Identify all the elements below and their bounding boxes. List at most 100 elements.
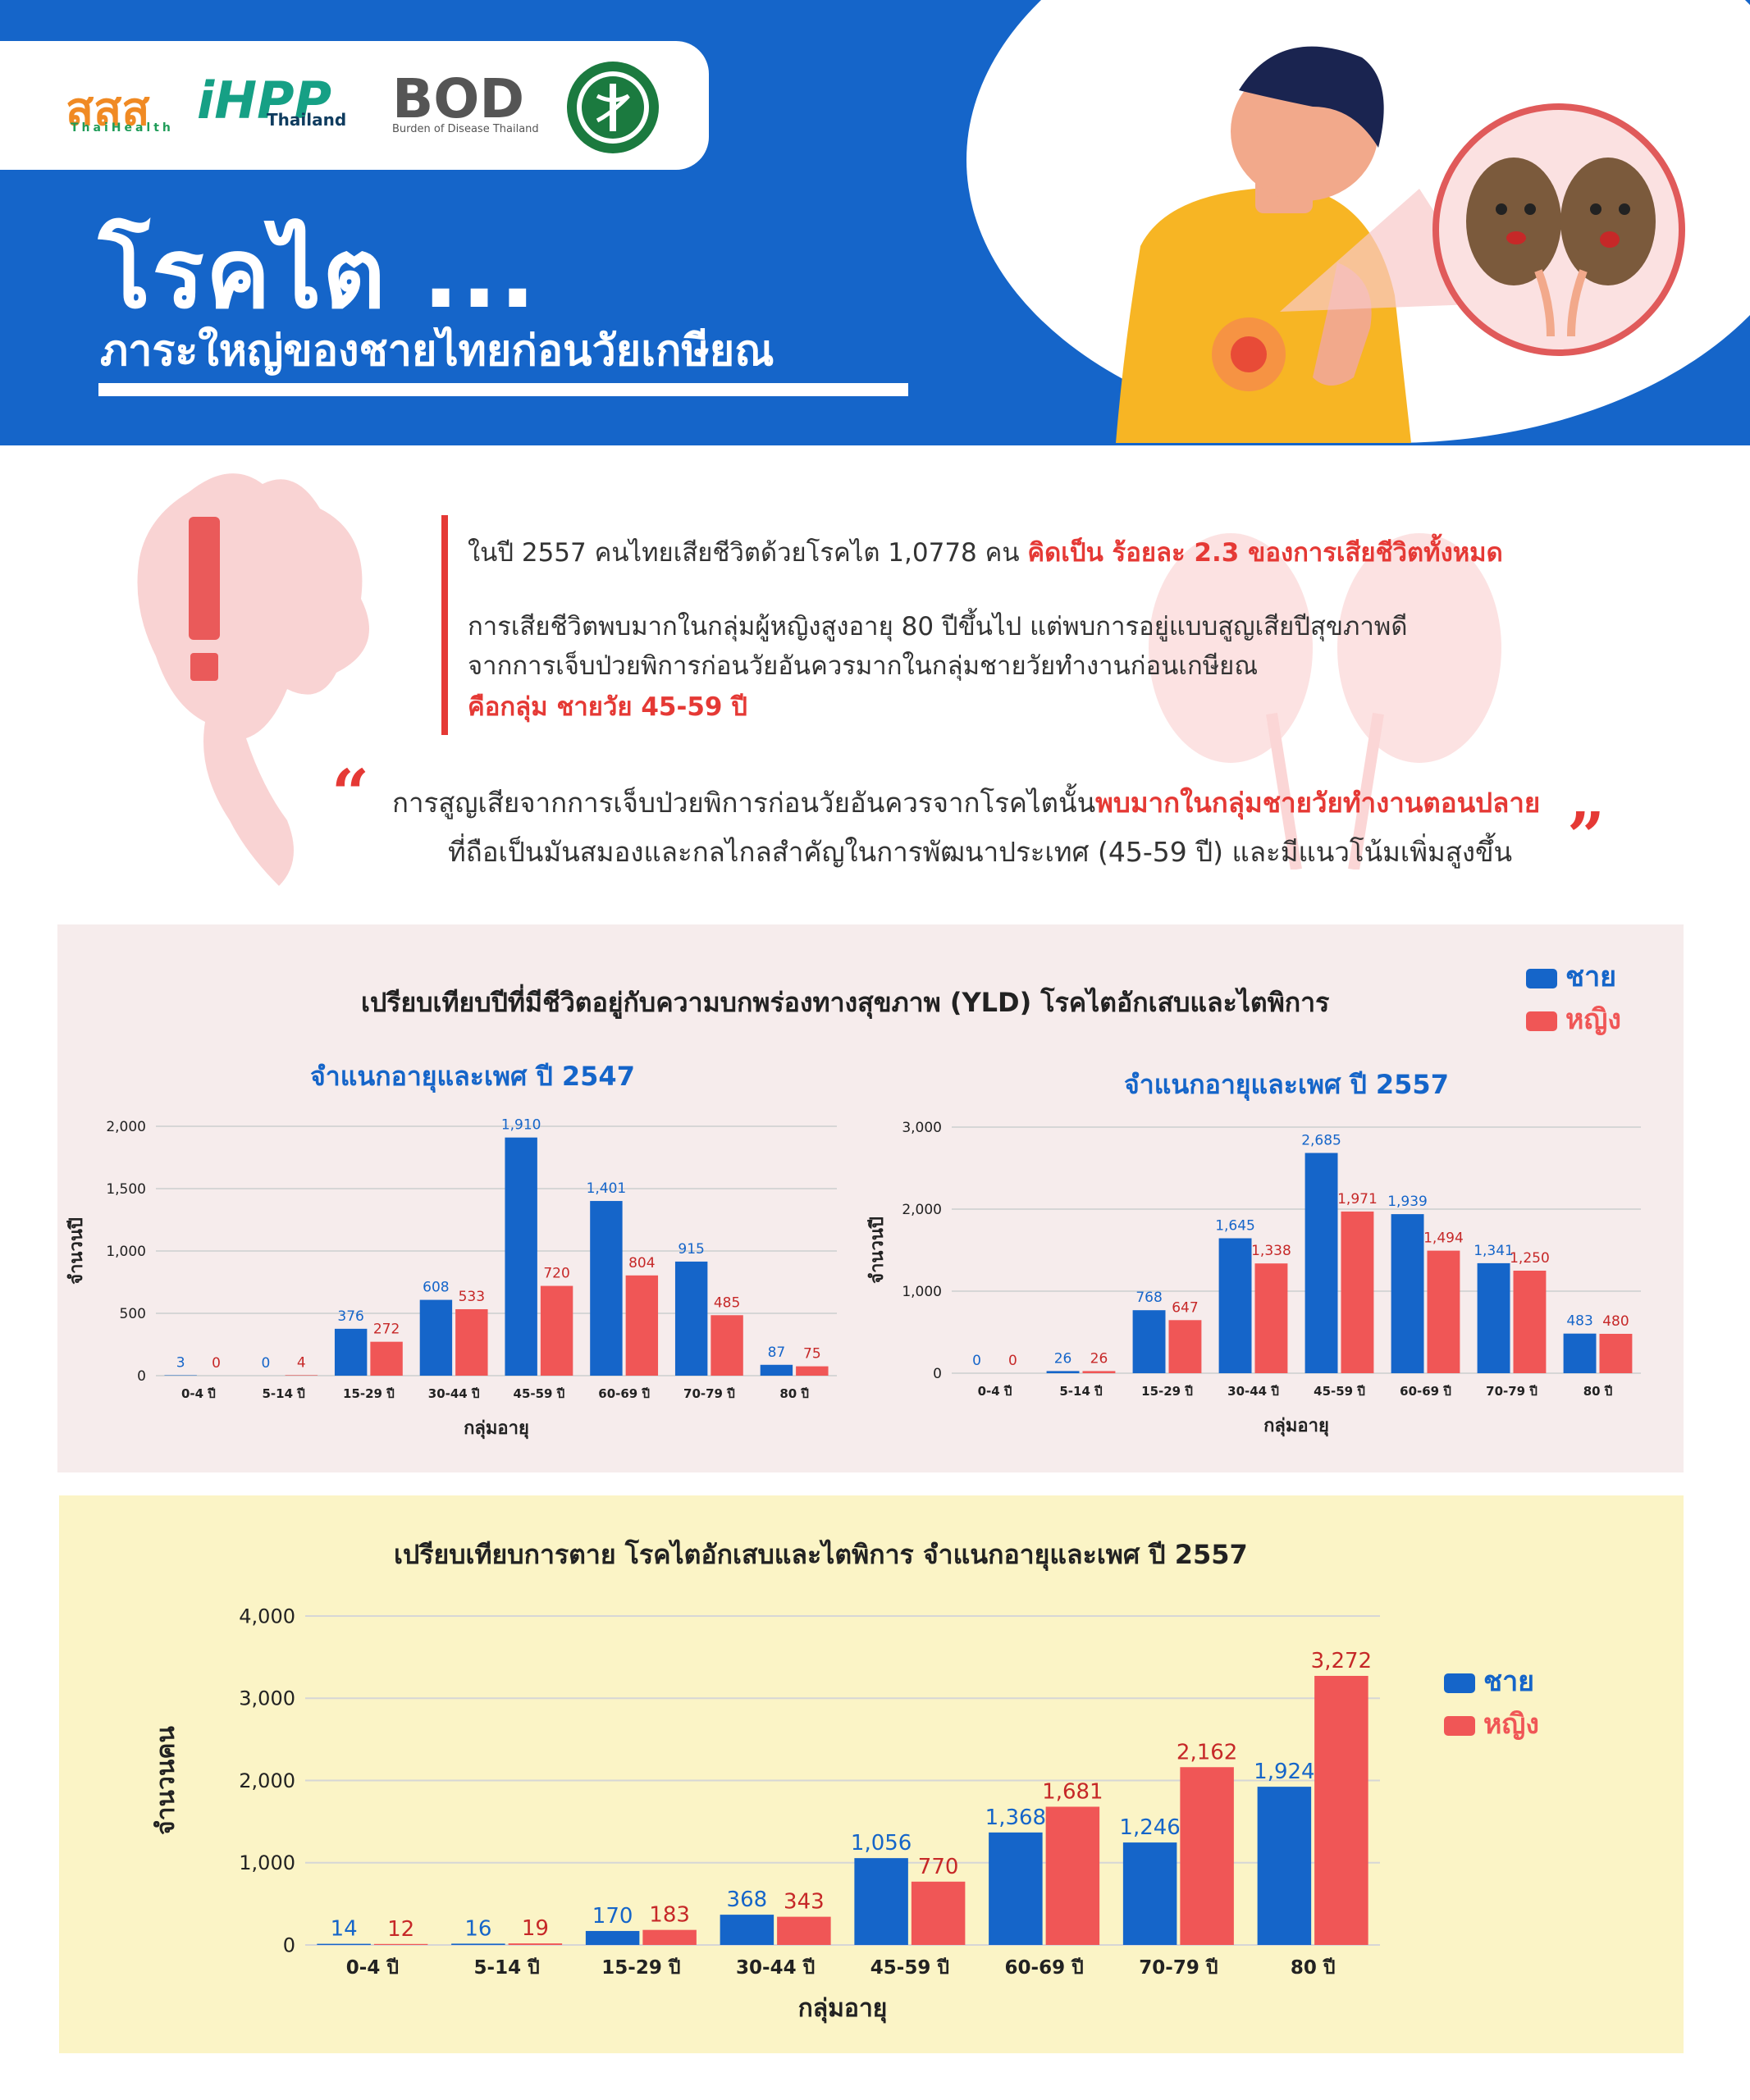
bar-data-label: 1,338 xyxy=(1251,1243,1291,1259)
bar-data-label: 2,162 xyxy=(1177,1740,1237,1764)
x-tick-label: 15-29 ปี xyxy=(601,1957,680,1979)
bar-female xyxy=(455,1308,488,1376)
bar-female xyxy=(1168,1320,1202,1373)
thailand-map-warning-icon xyxy=(137,473,369,886)
bar-male xyxy=(1563,1333,1597,1373)
bar-data-label: 1,645 xyxy=(1215,1218,1255,1235)
y-tick-label: 1,500 xyxy=(106,1181,146,1198)
legend-female-swatch xyxy=(1526,1011,1557,1031)
bar-male xyxy=(590,1201,623,1376)
y-axis-label: จำนวนปี xyxy=(66,1217,87,1285)
x-tick-label: 5-14 ปี xyxy=(262,1386,304,1401)
x-axis-label: กลุ่มอายุ xyxy=(1263,1416,1329,1437)
deaths-chart-panel xyxy=(59,1495,1684,2053)
deaths-chart: 0 1,000 2,000 3,000 4,000 14 12 0-4 ปี 16 19 5-14 … xyxy=(152,1605,1380,2024)
bar-data-label: 87 xyxy=(768,1344,786,1361)
x-tick-label: 15-29 ปี xyxy=(1141,1384,1193,1399)
x-tick-label: 45-59 ปี xyxy=(1314,1384,1365,1399)
bar-data-label: 183 xyxy=(649,1903,690,1928)
bar-data-label: 770 xyxy=(918,1855,959,1879)
bar-female xyxy=(625,1275,659,1376)
bar-female xyxy=(642,1929,697,1945)
x-tick-label: 30-44 ปี xyxy=(1227,1384,1279,1399)
x-tick-label: 15-29 ปี xyxy=(343,1386,395,1401)
bar-data-label: 1,246 xyxy=(1119,1815,1180,1840)
bar-female xyxy=(1082,1371,1116,1373)
title-underline xyxy=(98,383,908,396)
deaths-legend-male: ชาย xyxy=(1444,1659,1534,1703)
yld-2547-subtitle: จำแนกอายุและเพศ ปี 2547 xyxy=(310,1061,635,1092)
y-axis-label: จำนวนคน xyxy=(152,1726,180,1835)
x-tick-label: 0-4 ปี xyxy=(978,1384,1012,1399)
bar-data-label: 1,494 xyxy=(1423,1230,1464,1247)
bar-data-label: 3 xyxy=(176,1355,185,1372)
bar-male xyxy=(505,1137,537,1376)
bar-male xyxy=(334,1328,368,1376)
legend-male: ชาย xyxy=(1526,954,1616,998)
ministry-seal-logo xyxy=(567,62,659,153)
y-tick-label: 0 xyxy=(137,1368,146,1385)
bar-female xyxy=(285,1375,318,1376)
bar-male xyxy=(419,1299,453,1376)
bar-data-label: 1,250 xyxy=(1510,1250,1550,1267)
bar-data-label: 0 xyxy=(261,1355,270,1372)
bod-logo-caption: Burden of Disease Thailand xyxy=(392,123,539,135)
bar-male xyxy=(1218,1238,1252,1373)
y-tick-label: 2,000 xyxy=(106,1119,146,1135)
yld-chart-panel xyxy=(57,924,1684,1472)
bar-male xyxy=(1132,1310,1166,1373)
bar-data-label: 272 xyxy=(373,1322,400,1338)
bar-data-label: 1,924 xyxy=(1254,1760,1314,1784)
x-tick-label: 70-79 ปี xyxy=(1486,1384,1538,1399)
bar-male xyxy=(451,1943,505,1945)
yld-2547-chart: 0 500 1,000 1,500 2,000 3 0 0-4 ปี 0 4 5-14 ปี 376 2… xyxy=(66,1117,837,1440)
bar-male xyxy=(720,1915,774,1945)
x-tick-label: 5-14 ปี xyxy=(474,1957,540,1979)
bar-female xyxy=(777,1916,831,1945)
bar-male xyxy=(1046,1371,1080,1373)
y-tick-label: 4,000 xyxy=(239,1605,295,1628)
bar-female xyxy=(1254,1263,1288,1373)
bar-data-label: 12 xyxy=(387,1917,414,1942)
y-tick-label: 2,000 xyxy=(902,1202,942,1218)
bar-male xyxy=(854,1858,908,1945)
bar-male xyxy=(989,1832,1043,1945)
x-tick-label: 0-4 ปี xyxy=(346,1957,399,1979)
bar-female xyxy=(1513,1271,1547,1373)
x-tick-label: 45-59 ปี xyxy=(870,1957,949,1979)
y-tick-label: 0 xyxy=(283,1933,295,1956)
bar-data-label: 170 xyxy=(592,1904,633,1929)
bod-logo: BOD xyxy=(392,67,525,130)
deaths-legend-female-swatch xyxy=(1444,1715,1475,1736)
close-quote-icon: ” xyxy=(1567,797,1606,874)
yld-2557-subtitle: จำแนกอายุและเพศ ปี 2557 xyxy=(1124,1069,1449,1100)
x-axis-label: กลุ่มอายุ xyxy=(798,1994,888,2024)
bar-data-label: 343 xyxy=(784,1890,825,1915)
bar-data-label: 376 xyxy=(337,1308,363,1325)
y-tick-label: 3,000 xyxy=(902,1120,942,1136)
x-tick-label: 45-59 ปี xyxy=(514,1386,565,1401)
bar-male xyxy=(1391,1214,1424,1373)
bar-female xyxy=(1180,1767,1234,1945)
bar-female xyxy=(711,1315,743,1376)
bar-male xyxy=(674,1261,708,1376)
bar-data-label: 1,910 xyxy=(501,1117,541,1134)
bar-data-label: 2,685 xyxy=(1301,1133,1341,1149)
x-tick-label: 80 ปี xyxy=(779,1386,809,1401)
bar-male xyxy=(585,1930,640,1945)
deaths-legend-male-swatch xyxy=(1444,1673,1475,1693)
bar-female xyxy=(370,1341,403,1376)
y-tick-label: 0 xyxy=(933,1366,942,1382)
bar-data-label: 915 xyxy=(678,1241,704,1258)
bar-female xyxy=(911,1881,966,1945)
intro-line-4-highlight: คือกลุ่ม ชายวัย 45-59 ปี xyxy=(468,692,747,722)
x-tick-label: 80 ปี xyxy=(1291,1957,1336,1979)
bar-data-label: 4 xyxy=(297,1354,306,1371)
yld-2557-chart: 0 1,000 2,000 3,000 0 0 0-4 ปี 26 26 5-14 ปี 768 64… xyxy=(867,1120,1641,1437)
y-tick-label: 1,000 xyxy=(106,1244,146,1260)
x-tick-label: 5-14 ปี xyxy=(1059,1384,1102,1399)
bar-male xyxy=(1477,1262,1510,1373)
open-quote-icon: “ xyxy=(331,755,370,832)
y-tick-label: 1,000 xyxy=(902,1284,942,1300)
bar-female xyxy=(796,1366,829,1376)
